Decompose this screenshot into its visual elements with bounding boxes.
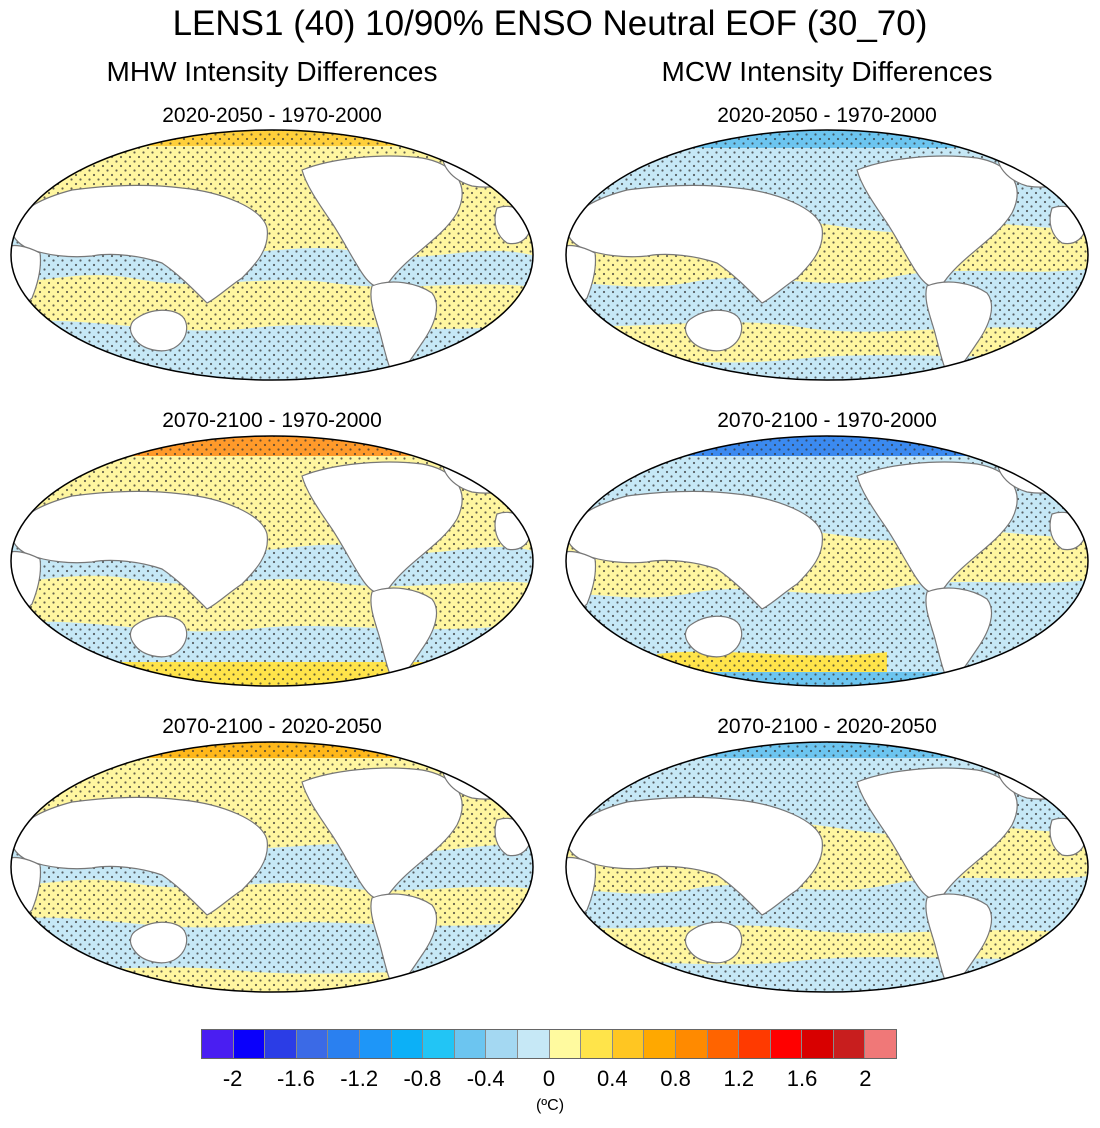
panel-title-mhw-1: 2020-2050 - 1970-2000 [162, 104, 382, 127]
colorbar-swatch [707, 1030, 740, 1058]
colorbar-swatch [517, 1030, 550, 1058]
colorbar-swatch [391, 1030, 424, 1058]
colorbar-swatch [202, 1030, 234, 1058]
column-title-mhw: MHW Intensity Differences [106, 56, 438, 87]
colorbar-swatch [328, 1030, 360, 1058]
colorbar-swatch [233, 1030, 266, 1058]
map-panel-mcw-1 [565, 129, 1089, 381]
colorbar-swatch [549, 1030, 582, 1058]
colorbar-tick-label: 2 [859, 1066, 872, 1091]
colorbar-swatch [265, 1030, 297, 1058]
map-panel-mcw-3 [565, 741, 1089, 993]
colorbar-swatch [359, 1030, 392, 1058]
colorbar-swatch [739, 1030, 771, 1058]
map-panel-mhw-2 [10, 435, 534, 687]
map-panel-mhw-1 [10, 129, 534, 381]
colorbar-tick-label: -1.6 [276, 1066, 315, 1091]
colorbar-swatch [454, 1030, 487, 1058]
colorbar-swatch [423, 1030, 455, 1058]
colorbar-unit: (ºC) [535, 1097, 565, 1114]
colorbar-tick-label: -2 [222, 1066, 243, 1091]
colorbar-tick-label: 0 [542, 1066, 556, 1091]
map-panel-mcw-2 [565, 435, 1089, 687]
colorbar-swatch [770, 1030, 803, 1058]
colorbar-tick-label: 1.2 [723, 1066, 755, 1091]
panel-title-mcw-1: 2020-2050 - 1970-2000 [717, 104, 937, 127]
colorbar-tick-label: 0.4 [596, 1066, 628, 1091]
panel-title-mhw-3: 2070-2100 - 2020-2050 [162, 715, 382, 738]
colorbar [201, 1029, 897, 1059]
colorbar-swatch [581, 1030, 613, 1058]
panel-title-mcw-2: 2070-2100 - 1970-2000 [717, 409, 937, 432]
colorbar-swatch [833, 1030, 866, 1058]
colorbar-tick-label: -0.4 [466, 1066, 505, 1091]
map-panel-mhw-3 [10, 741, 534, 993]
colorbar-swatch [296, 1030, 329, 1058]
colorbar-tick-label: 0.8 [660, 1066, 691, 1091]
colorbar-tick-label: -1.2 [340, 1066, 379, 1091]
colorbar-swatch [865, 1030, 897, 1058]
panel-title-mhw-2: 2070-2100 - 1970-2000 [162, 409, 382, 432]
colorbar-swatch [612, 1030, 645, 1058]
colorbar-swatch [644, 1030, 676, 1058]
colorbar-swatch [802, 1030, 834, 1058]
colorbar-tick-label: -0.8 [403, 1066, 442, 1091]
page-title: LENS1 (40) 10/90% ENSO Neutral EOF (30_7… [172, 4, 928, 43]
panel-title-mcw-3: 2070-2100 - 2020-2050 [717, 715, 937, 738]
colorbar-swatch [675, 1030, 708, 1058]
colorbar-tick-label: 1.6 [786, 1066, 818, 1091]
column-title-mcw: MCW Intensity Differences [661, 56, 993, 87]
colorbar-swatch [486, 1030, 518, 1058]
